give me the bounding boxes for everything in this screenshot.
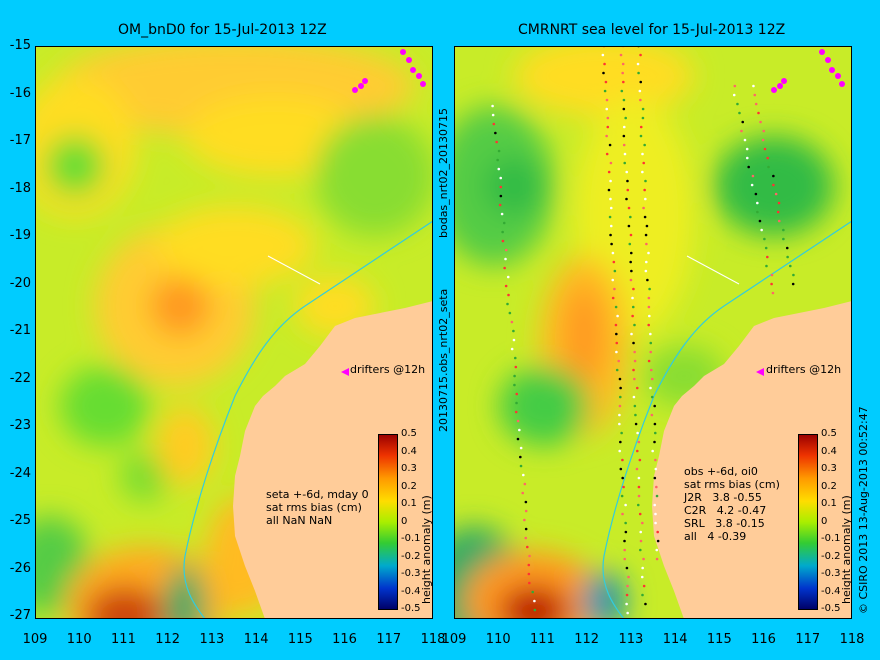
x-tick-label: 110 [66,632,92,647]
stats-line: C2R 4.2 -0.47 [684,504,767,517]
x-tick-label: 112 [155,632,181,647]
y-tick-label: -27 [9,608,31,623]
y-tick-label: -23 [9,418,31,433]
left-isobath [183,220,433,619]
left-map-panel [35,46,433,619]
colorbar-tick-label: -0.3 [401,568,421,579]
x-tick-label: 111 [111,632,136,647]
colorbar-tick-label: -0.2 [401,550,421,562]
stats-line: J2R 3.8 -0.55 [684,491,762,504]
right-drifter-label: drifters @12h [766,363,842,376]
copyright-label: © CSIRO 2013 13-Aug-2013 00:52:47 [857,406,870,614]
left-anomaly-field [35,46,433,619]
left-drifter-label: drifters @12h [350,363,426,376]
colorbar-tick-label: -0.1 [401,533,421,544]
right-colorbar-label: height anomaly (m) [840,495,853,604]
x-tick-label: 114 [662,632,688,647]
x-tick-label: 117 [795,632,821,647]
x-tick-label: 118 [420,632,446,647]
colorbar-tick-label: -0.5 [821,603,841,614]
right-stats-note: obs +-6d, oi0 sat rms bias (cm) J2R 3.8 -0… [684,465,780,543]
x-tick-label: 118 [839,632,865,647]
left-colorbar [378,434,398,610]
x-tick-label: 109 [22,632,48,647]
colorbar-tick-label: 0.5 [821,428,837,439]
colorbar-tick-label: 0.1 [401,498,417,509]
right-panel-title: CMRNRT sea level for 15-Jul-2013 12Z [518,22,786,38]
colorbar-tick-label: 0 [401,515,408,527]
x-tick-label: 115 [706,632,732,647]
colorbar-tick-label: -0.2 [821,550,841,562]
right-anomaly-field [454,46,834,619]
right-observation-dots [491,46,795,615]
stats-line: all NaN NaN [266,514,333,527]
x-tick-label: 109 [441,632,467,647]
stats-line: sat rms bias (cm) [266,501,362,514]
left-panel-title: OM_bnD0 for 15-Jul-2013 12Z [118,22,327,38]
colorbar-tick-label: 0 [821,515,828,527]
x-tick-label: 114 [243,632,269,647]
y-tick-label: -19 [9,228,31,243]
x-tick-label: 113 [618,632,644,647]
right-isobath [602,220,852,619]
colorbar-tick-label: 0.4 [821,445,837,457]
x-tick-label: 116 [751,632,776,647]
colorbar-tick-label: 0.3 [401,463,417,474]
colorbar-tick-label: 0.2 [821,480,837,492]
x-tick-label: 117 [376,632,402,647]
side-label-bottom: 20130715.obs_nrt02_seta [437,288,450,432]
x-tick-label: 110 [485,632,511,647]
colorbar-tick-label: -0.4 [821,585,841,597]
y-tick-label: -25 [9,513,31,528]
side-label-top: bodas_nrt02_20130715 [437,108,450,238]
y-tick-label: -17 [9,133,31,148]
stats-line: SRL 3.8 -0.15 [684,517,765,530]
right-drifters [756,49,845,376]
colorbar-tick-label: -0.3 [821,568,841,579]
stats-line: sat rms bias (cm) [684,478,780,491]
left-colorbar-label: height anomaly (m) [420,495,433,604]
x-tick-label: 113 [199,632,225,647]
y-tick-label: -16 [9,85,31,101]
right-colorbar [798,434,818,610]
colorbar-tick-label: 0.3 [821,463,837,474]
left-drifters [341,49,426,376]
colorbar-tick-label: -0.1 [821,533,841,544]
y-tick-label: -18 [9,180,31,196]
y-tick-label: -22 [9,370,31,386]
stats-line: seta +-6d, mday 0 [266,488,369,501]
y-tick-label: -24 [9,465,31,481]
y-tick-label: -20 [9,275,31,291]
colorbar-tick-label: 0.4 [401,445,417,457]
colorbar-tick-label: 0.5 [401,428,417,439]
colorbar-tick-label: 0.1 [821,498,837,509]
colorbar-tick-label: 0.2 [401,480,417,492]
y-tick-label: -26 [9,560,31,576]
right-map-panel [454,46,852,619]
x-tick-label: 116 [332,632,357,647]
colorbar-tick-label: -0.4 [401,585,421,597]
y-tick-label: -21 [9,323,31,338]
left-stats-note: seta +-6d, mday 0 sat rms bias (cm) all Na… [266,488,369,527]
x-tick-label: 115 [287,632,313,647]
colorbar-tick-label: -0.5 [401,603,421,614]
x-tick-label: 111 [530,632,555,647]
y-tick-label: -15 [9,38,31,53]
stats-line: all 4 -0.39 [684,530,747,543]
stats-line: obs +-6d, oi0 [684,465,758,478]
x-tick-label: 112 [574,632,600,647]
